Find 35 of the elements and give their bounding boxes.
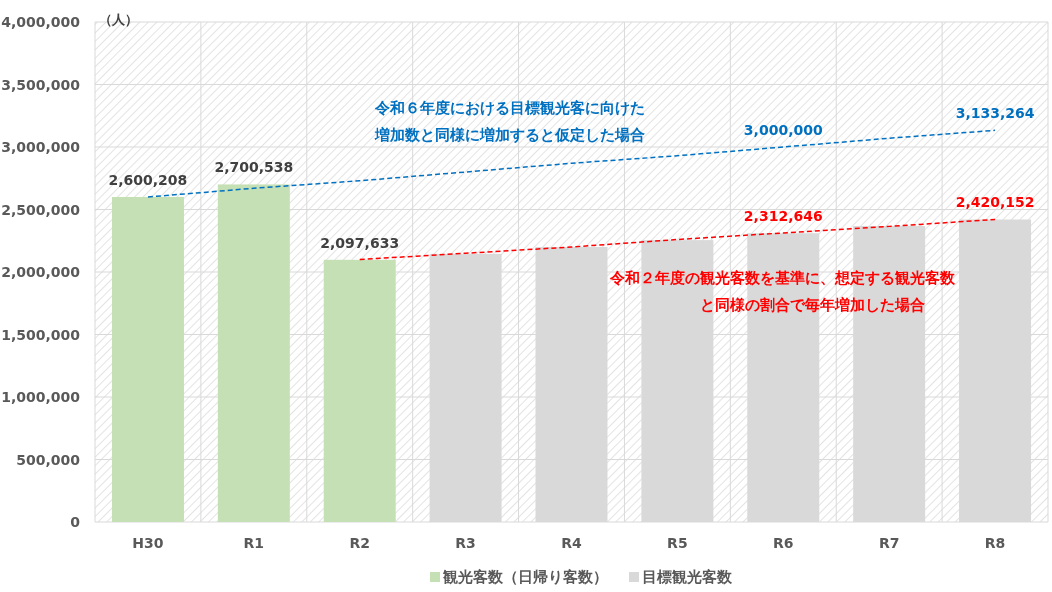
y-tick-label: 3,500,000 bbox=[1, 76, 81, 93]
annotation: 増加数と同様に増加すると仮定した場合 bbox=[374, 126, 645, 144]
y-tick-label: 2,500,000 bbox=[1, 201, 81, 218]
x-tick-label: R8 bbox=[984, 535, 1006, 551]
bar bbox=[111, 196, 184, 522]
data-label: 2,312,646 bbox=[743, 207, 823, 224]
data-label: 3,000,000 bbox=[743, 122, 823, 138]
annotation: 令和２年度の観光客数を基準に、想定する観光客数 bbox=[608, 269, 956, 287]
y-tick-label: 2,000,000 bbox=[1, 264, 81, 280]
data-label: 2,420,152 bbox=[955, 194, 1035, 211]
bar bbox=[217, 184, 290, 522]
legend-label: 観光客数（日帰り客数） bbox=[442, 568, 608, 586]
x-tick-label: R4 bbox=[561, 535, 583, 551]
data-label: 2,600,208 bbox=[108, 171, 188, 188]
annotation: 令和６年度における目標観光客に向けた bbox=[374, 99, 645, 117]
y-tick-label: 1,500,000 bbox=[1, 326, 81, 343]
x-tick-label: R5 bbox=[667, 535, 688, 551]
x-tick-label: R1 bbox=[243, 535, 265, 551]
x-tick-label: R7 bbox=[878, 535, 900, 551]
annotation: と同様の割合で毎年増加した場合 bbox=[699, 296, 925, 314]
x-tick-label: R6 bbox=[773, 535, 794, 551]
y-tick-label: 4,000,000 bbox=[1, 14, 81, 30]
x-tick-label: R3 bbox=[455, 535, 476, 551]
x-tick-label: R2 bbox=[349, 535, 370, 551]
y-tick-label: 1,000,000 bbox=[1, 389, 81, 405]
data-label: 2,700,538 bbox=[214, 159, 294, 176]
y-tick-label: 3,000,000 bbox=[1, 139, 81, 155]
data-label: 2,097,633 bbox=[320, 234, 400, 251]
x-tick-label: H30 bbox=[132, 535, 164, 551]
y-axis-title: （人） bbox=[99, 12, 138, 27]
y-tick-label: 0 bbox=[70, 514, 81, 530]
data-label: 3,133,264 bbox=[955, 105, 1035, 122]
legend-label: 目標観光客数 bbox=[642, 568, 733, 586]
bar bbox=[323, 259, 396, 522]
y-tick-label: 500,000 bbox=[16, 451, 81, 468]
